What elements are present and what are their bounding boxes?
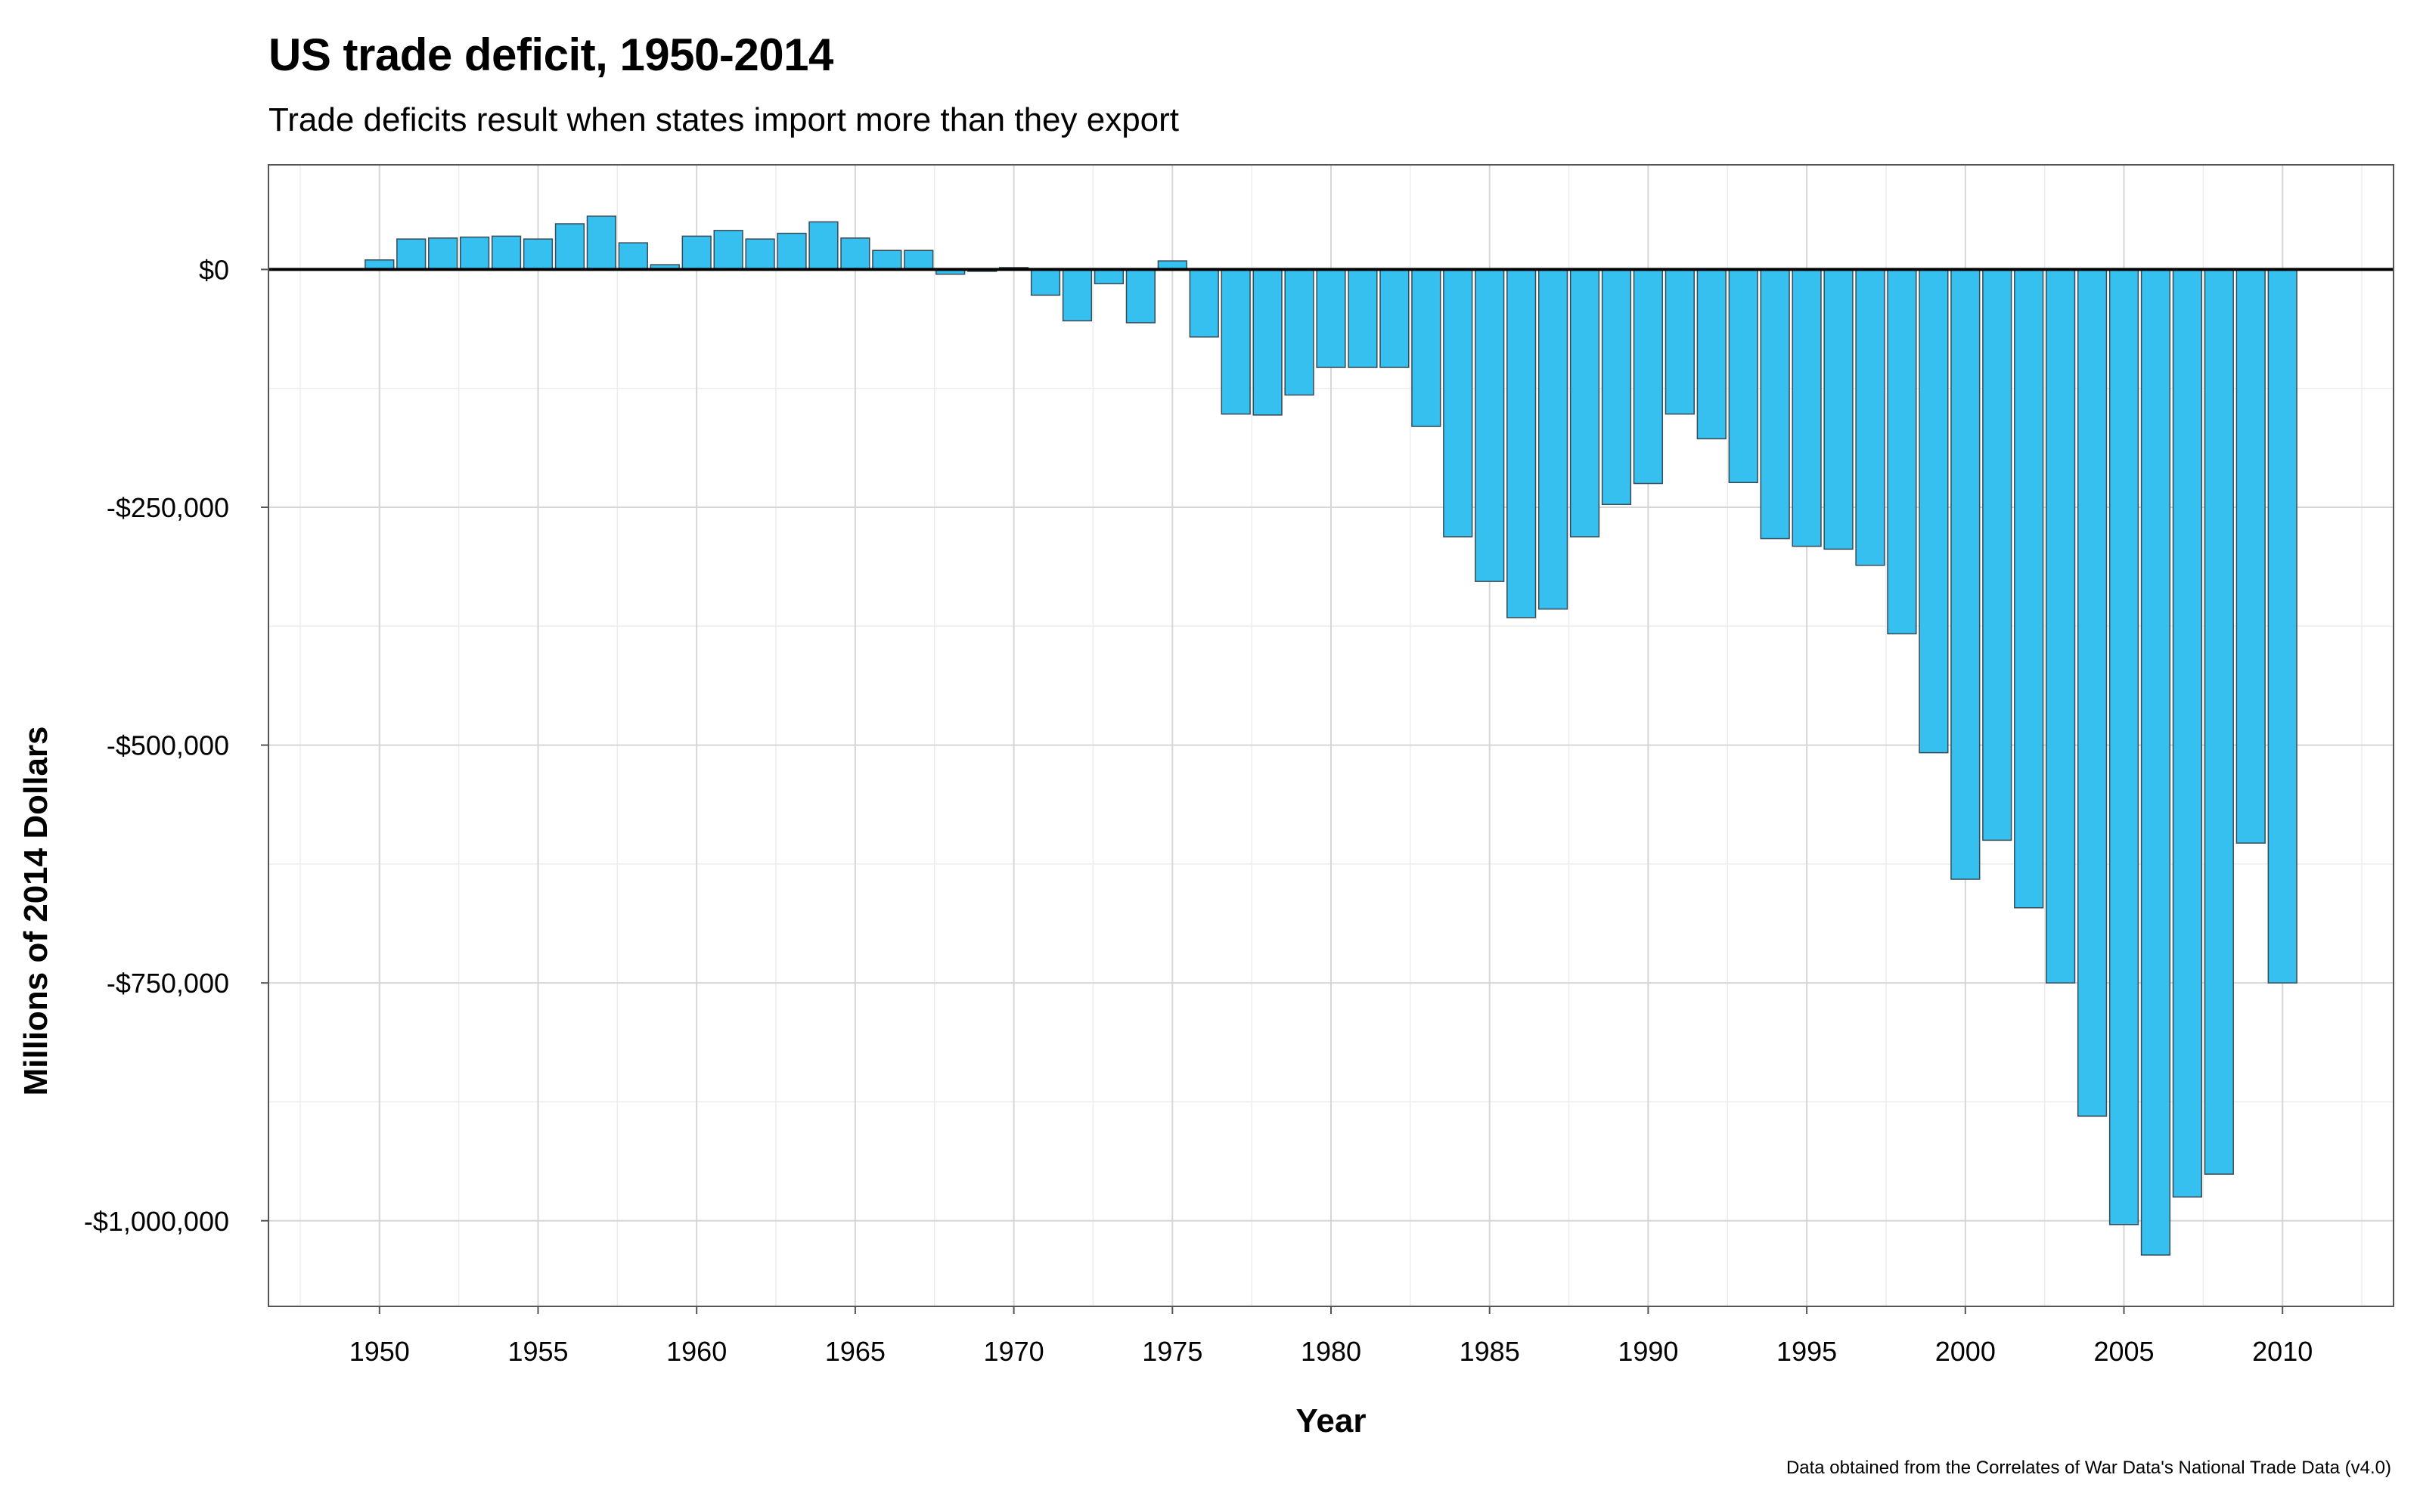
bar-1998 xyxy=(1887,268,1917,635)
bar-1961 xyxy=(713,230,743,271)
bar-1981 xyxy=(1348,268,1378,368)
x-tick-label: 2005 xyxy=(2093,1336,2154,1367)
bar-1955 xyxy=(523,238,554,271)
bar-1990 xyxy=(1633,268,1664,485)
bar-1960 xyxy=(681,235,712,271)
y-tick-label: -$750,000 xyxy=(107,968,229,999)
bar-2010 xyxy=(2267,268,2297,984)
bar-1954 xyxy=(491,235,522,271)
y-tick-label: -$1,000,000 xyxy=(84,1206,229,1237)
bar-2006 xyxy=(2140,268,2171,1256)
y-axis-ticks: $0 -$250,000 -$500,000 -$750,000 -$1,000,000 xyxy=(84,254,268,1237)
x-tick-label: 1965 xyxy=(825,1336,886,1367)
bar-1989 xyxy=(1601,268,1632,505)
x-tick-label: 1990 xyxy=(1618,1336,1678,1367)
bar-2000 xyxy=(1950,268,1981,880)
x-tick-label: 1955 xyxy=(507,1336,568,1367)
bar-1964 xyxy=(808,221,839,271)
bar-2001 xyxy=(1982,268,2012,841)
y-axis-title: Millions of 2014 Dollars xyxy=(17,726,54,1096)
bar-1996 xyxy=(1823,268,1854,550)
chart-subtitle: Trade deficits result when states import… xyxy=(268,101,1180,138)
x-tick-label: 1975 xyxy=(1142,1336,1202,1367)
bar-1980 xyxy=(1316,268,1346,368)
x-tick-label: 1970 xyxy=(984,1336,1044,1367)
chart-title: US trade deficit, 1950-2014 xyxy=(268,29,833,80)
bar-1951 xyxy=(396,238,427,271)
bar-1952 xyxy=(428,237,458,271)
x-tick-label: 2000 xyxy=(1935,1336,1996,1367)
bar-1974 xyxy=(1125,268,1156,324)
bar-2007 xyxy=(2172,268,2203,1198)
x-tick-label: 1985 xyxy=(1460,1336,1520,1367)
bar-1993 xyxy=(1728,268,1758,484)
source-caption: Data obtained from the Correlates of War… xyxy=(1786,1458,2391,1478)
bar-series xyxy=(365,215,2297,1256)
bar-1963 xyxy=(777,232,807,271)
bar-1994 xyxy=(1760,268,1790,540)
bar-1985 xyxy=(1475,268,1505,582)
x-tick-label: 1960 xyxy=(666,1336,727,1367)
bar-1982 xyxy=(1379,268,1410,368)
bar-1972 xyxy=(1062,268,1093,322)
bar-1958 xyxy=(618,242,648,271)
x-tick-label: 1980 xyxy=(1301,1336,1361,1367)
bar-2003 xyxy=(2046,268,2076,984)
y-tick-label: -$250,000 xyxy=(107,492,229,523)
bar-1995 xyxy=(1792,268,1822,547)
y-tick-label: $0 xyxy=(199,254,229,285)
bar-2008 xyxy=(2204,268,2234,1175)
bar-1999 xyxy=(1919,268,1949,754)
bar-2002 xyxy=(2014,268,2044,909)
bar-1979 xyxy=(1284,268,1314,396)
bar-1971 xyxy=(1030,268,1061,296)
bar-1992 xyxy=(1696,268,1727,440)
bar-1997 xyxy=(1855,268,1885,566)
bar-1984 xyxy=(1443,268,1473,538)
bar-1977 xyxy=(1221,268,1251,415)
bar-1976 xyxy=(1189,268,1219,338)
bar-1983 xyxy=(1411,268,1441,427)
x-axis-title: Year xyxy=(1295,1402,1367,1439)
y-tick-label: -$500,000 xyxy=(107,730,229,761)
bar-1978 xyxy=(1252,268,1283,416)
x-tick-label: 2010 xyxy=(2252,1336,2313,1367)
x-axis-ticks: 1950 1955 1960 1965 1970 1975 1980 1985 1990 1995… xyxy=(349,1306,2313,1367)
bar-1991 xyxy=(1665,268,1695,415)
bar-2005 xyxy=(2108,268,2139,1225)
bar-1962 xyxy=(745,238,775,271)
bar-1957 xyxy=(586,215,616,271)
bar-2009 xyxy=(2235,268,2266,844)
bar-1987 xyxy=(1537,268,1568,610)
x-tick-label: 1995 xyxy=(1776,1336,1837,1367)
x-tick-label: 1950 xyxy=(349,1336,410,1367)
bar-1988 xyxy=(1569,268,1600,538)
bar-1965 xyxy=(840,237,870,271)
bar-1973 xyxy=(1094,268,1125,285)
bar-1956 xyxy=(554,223,585,271)
bar-1953 xyxy=(459,236,490,271)
bar-1986 xyxy=(1506,268,1537,618)
bar-2004 xyxy=(2077,268,2108,1117)
bar-1966 xyxy=(872,249,902,271)
bar-1967 xyxy=(904,249,934,271)
